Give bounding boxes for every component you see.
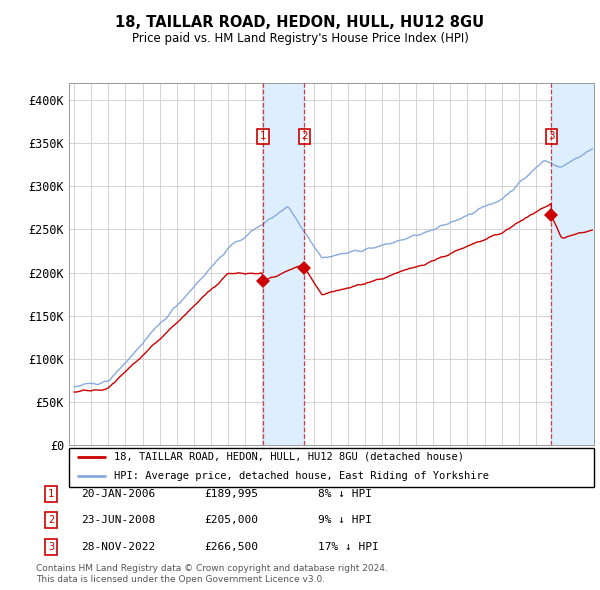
- Text: £189,995: £189,995: [204, 489, 258, 499]
- Text: HPI: Average price, detached house, East Riding of Yorkshire: HPI: Average price, detached house, East…: [113, 471, 488, 481]
- Text: 3: 3: [48, 542, 54, 552]
- Text: 17% ↓ HPI: 17% ↓ HPI: [318, 542, 379, 552]
- Text: £205,000: £205,000: [204, 516, 258, 525]
- Text: Price paid vs. HM Land Registry's House Price Index (HPI): Price paid vs. HM Land Registry's House …: [131, 32, 469, 45]
- Text: 20-JAN-2006: 20-JAN-2006: [81, 489, 155, 499]
- Text: 1: 1: [48, 489, 54, 499]
- Text: 8% ↓ HPI: 8% ↓ HPI: [318, 489, 372, 499]
- Text: 2: 2: [48, 516, 54, 525]
- Text: 1: 1: [260, 131, 266, 141]
- Text: £266,500: £266,500: [204, 542, 258, 552]
- Text: Contains HM Land Registry data © Crown copyright and database right 2024.: Contains HM Land Registry data © Crown c…: [36, 565, 388, 573]
- Bar: [263, 83, 304, 445]
- Text: 23-JUN-2008: 23-JUN-2008: [81, 516, 155, 525]
- Text: 18, TAILLAR ROAD, HEDON, HULL, HU12 8GU: 18, TAILLAR ROAD, HEDON, HULL, HU12 8GU: [115, 15, 485, 30]
- Bar: [551, 83, 594, 445]
- Text: 9% ↓ HPI: 9% ↓ HPI: [318, 516, 372, 525]
- Text: 3: 3: [548, 131, 555, 141]
- Text: This data is licensed under the Open Government Licence v3.0.: This data is licensed under the Open Gov…: [36, 575, 325, 584]
- Text: 28-NOV-2022: 28-NOV-2022: [81, 542, 155, 552]
- Text: 18, TAILLAR ROAD, HEDON, HULL, HU12 8GU (detached house): 18, TAILLAR ROAD, HEDON, HULL, HU12 8GU …: [113, 452, 464, 462]
- Text: 2: 2: [301, 131, 308, 141]
